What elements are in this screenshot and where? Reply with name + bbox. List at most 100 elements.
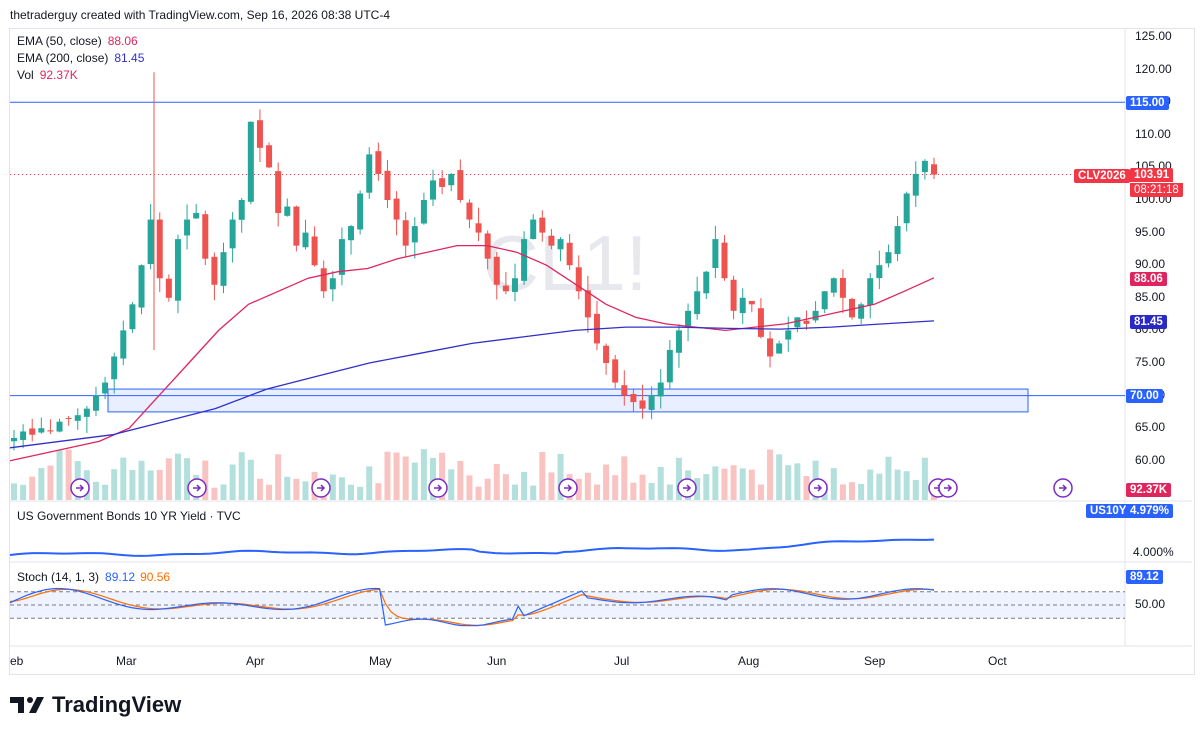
volume-bar [557,453,564,500]
candle [348,226,355,241]
volume-bar [402,456,409,500]
candle [266,145,273,168]
candle [384,170,391,200]
ema50-line [9,244,935,462]
candle [603,345,610,363]
legend-yield-label: US Government Bonds 10 YR Yield · TVC [17,509,241,523]
candle [402,220,409,246]
legend-stoch: Stoch (14, 1, 3) 89.12 90.56 [17,570,170,584]
candle [83,408,90,417]
volume-bar [247,459,254,500]
volume-bar [29,476,36,500]
volume-bar [712,466,719,500]
volume-bar [457,460,464,500]
volume-bar [338,477,345,500]
candle [785,330,792,340]
volume-bar [439,452,446,500]
candle [102,382,109,394]
price-axis-label: 110.00 [1135,126,1171,141]
candle [393,198,400,220]
candle [92,395,99,411]
candle [184,219,191,236]
volume-bar [521,471,528,500]
volume-bar [639,474,646,500]
month-label: Apr [246,654,265,668]
volume-bar [202,460,209,500]
candle [584,290,591,318]
candle [293,206,300,246]
volume-bar [11,483,17,500]
legend-ema50: EMA (50, close) 88.06 [17,34,138,48]
price-axis-label: 65.00 [1135,420,1166,435]
volume-bar [38,468,45,500]
volume-bar [648,483,655,500]
month-label: Oct [988,654,1007,668]
chart-frame [9,28,1195,675]
volume-bar [147,470,154,500]
volume-tag: 92.37K [1126,483,1172,497]
candle [621,385,628,396]
candle [830,278,837,293]
month-label: Jun [487,654,507,668]
volume-bar [803,476,810,500]
volume-bar [293,478,300,500]
candle [420,200,427,224]
candle [630,393,637,403]
candle [794,317,801,328]
volume-bar [174,453,181,500]
candle [329,278,336,290]
volume-bar [275,454,282,500]
candle [694,291,701,315]
yield-axis-label: 4.000% [1133,545,1174,559]
candle [320,268,327,292]
volume-bar [20,484,27,500]
volume-bar [156,469,163,500]
candle [11,437,17,442]
month-label: Sep [864,654,886,668]
candle [74,415,81,421]
volume-bar [384,451,391,500]
volume-bar [111,469,118,500]
candle [56,421,63,432]
legend-ema200-value: 81.45 [114,51,145,65]
volume-bar [366,466,373,500]
volume-bar [921,457,928,500]
candle [138,265,145,308]
volume-bar [530,485,537,500]
candle [20,431,27,440]
volume-bar [767,449,774,500]
candle [721,242,728,279]
stoch-axis-label: 50.00 [1135,597,1166,611]
volume-bar [56,450,63,500]
price-axis-label: 95.00 [1135,224,1166,239]
month-label: eb [10,654,24,668]
volume-bar [621,456,628,500]
volume-bar [666,484,673,500]
volume-bar [129,469,136,500]
volume-bar [165,458,172,500]
candle [539,217,546,233]
candle [648,395,655,410]
volume-bar [266,484,273,500]
volume-bar [102,484,109,500]
candle [475,223,482,233]
candle [275,171,282,214]
volume-bar [430,457,437,500]
volume-bar [612,475,619,500]
event-arrow-icon [1059,484,1068,492]
candle [430,180,437,200]
event-arrow-icon [434,484,443,492]
event-arrow-icon [193,484,202,492]
candle [338,239,345,275]
legend-yield: US Government Bonds 10 YR Yield · TVC [17,509,241,523]
volume-bar [839,484,846,500]
event-arrow-icon [317,484,326,492]
volume-bar [357,486,364,500]
watermark: CL1! [483,219,648,307]
last-price-tag: 103.91 [1130,168,1174,182]
candle [448,173,455,186]
candle [302,232,309,248]
candle [612,359,619,383]
candle [867,278,874,306]
